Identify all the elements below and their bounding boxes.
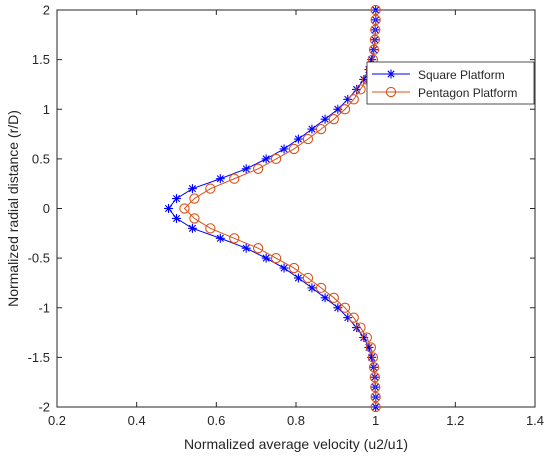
x-axis-title: Normalized average velocity (u2/u1) — [184, 436, 408, 452]
data-point — [328, 292, 339, 303]
data-point — [215, 174, 225, 184]
data-point — [279, 263, 289, 273]
data-point — [164, 204, 174, 213]
legend-label-square: Square Platform — [418, 68, 505, 82]
data-point — [187, 184, 197, 194]
data-point — [367, 352, 377, 362]
data-point — [172, 213, 181, 223]
data-point — [367, 352, 379, 363]
x-tick-label: 1.2 — [446, 413, 464, 428]
data-point — [187, 223, 197, 233]
data-point — [355, 84, 366, 95]
data-point — [189, 193, 200, 204]
data-point — [320, 293, 330, 303]
data-point — [302, 272, 314, 284]
x-tick-label: 0.2 — [48, 413, 66, 428]
data-point — [215, 233, 225, 243]
data-point — [315, 282, 327, 294]
data-point — [339, 104, 351, 115]
data-point — [370, 381, 381, 393]
y-tick-label: -2 — [38, 400, 50, 415]
y-tick-label: 2 — [43, 3, 50, 18]
legend-items — [372, 69, 410, 98]
data-point — [270, 153, 282, 165]
data-point — [370, 4, 381, 16]
data-point — [229, 233, 240, 244]
x-tick-label: 0.4 — [128, 413, 146, 428]
x-tick-label: 0.8 — [287, 413, 305, 428]
legend-box — [366, 61, 535, 105]
y-tick-label: 1.5 — [32, 52, 50, 67]
data-point — [315, 123, 327, 135]
data-point — [348, 312, 359, 323]
data-point — [288, 143, 300, 155]
data-point — [293, 134, 303, 144]
data-point — [229, 173, 240, 184]
data-point — [253, 243, 264, 254]
legend-marker — [385, 86, 397, 98]
data-point — [368, 362, 380, 373]
axis-ticks: 0.2 0.4 0.6 0.8 1 1.2 1.4 -2 -1.5 -1 -0.5 0 0.5 1 1.5 2 — [28, 3, 544, 429]
y-axis-title: Normalized radial distance (r/D) — [5, 110, 21, 307]
series-layer — [164, 4, 381, 413]
x-tick-label: 1 — [372, 413, 379, 428]
data-point — [279, 144, 289, 154]
y-tick-label: 0 — [43, 201, 50, 216]
data-point — [361, 332, 373, 343]
data-point — [172, 194, 181, 204]
data-point — [293, 273, 303, 283]
data-point — [370, 401, 381, 413]
legend-marker — [386, 69, 396, 79]
data-point — [179, 203, 190, 214]
data-point — [328, 114, 339, 125]
y-tick-label: -1 — [38, 300, 50, 315]
data-point — [253, 163, 264, 174]
data-point — [333, 303, 343, 313]
data-point — [205, 223, 216, 234]
data-point — [205, 183, 216, 194]
data-point — [189, 213, 200, 224]
data-point — [370, 14, 381, 26]
data-point — [369, 372, 381, 383]
data-point — [241, 164, 251, 174]
data-point — [355, 322, 366, 333]
data-point — [307, 283, 317, 293]
y-tick-label: 0.5 — [32, 151, 50, 166]
data-point — [261, 253, 271, 263]
data-point — [368, 44, 380, 55]
data-point — [241, 243, 251, 253]
y-tick-label: -1.5 — [28, 350, 50, 365]
data-point — [320, 114, 330, 124]
data-point — [339, 302, 351, 313]
data-point — [370, 391, 381, 403]
data-point — [302, 133, 314, 145]
legend: Square Platform Pentagon Platform — [366, 61, 535, 105]
data-point — [307, 124, 317, 134]
data-point — [288, 262, 300, 274]
data-point — [348, 94, 359, 105]
data-point — [261, 154, 271, 164]
data-point — [369, 34, 381, 45]
data-point — [365, 342, 377, 353]
y-tick-label: 1 — [43, 102, 50, 117]
x-tick-label: 1.4 — [526, 413, 544, 428]
data-point — [370, 24, 381, 35]
data-point — [270, 252, 282, 264]
legend-label-pentagon: Pentagon Platform — [418, 86, 517, 100]
y-tick-label: -0.5 — [28, 251, 50, 266]
x-tick-label: 0.6 — [207, 413, 225, 428]
